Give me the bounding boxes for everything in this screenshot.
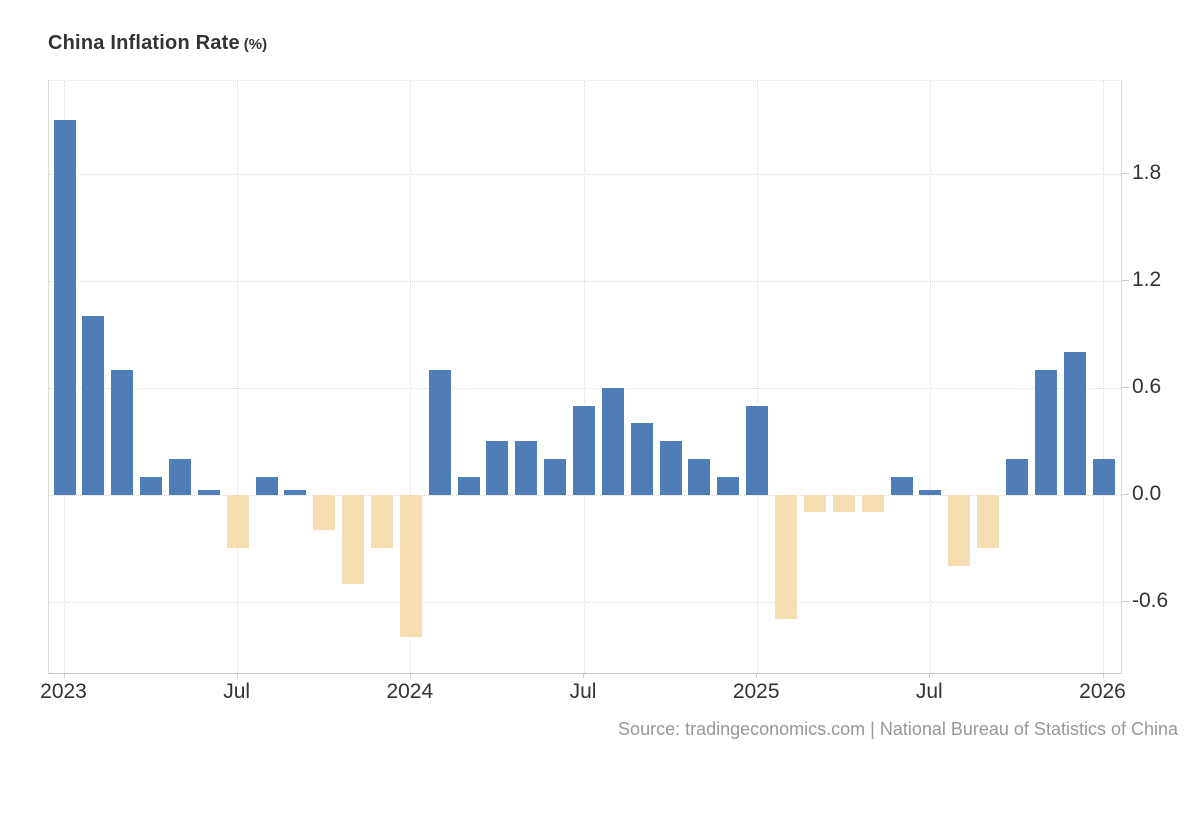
- y-tick-mark: [1121, 386, 1129, 388]
- bar-dec-2024[interactable]: [717, 476, 740, 495]
- x-tick-mark: [63, 673, 65, 678]
- x-tick-mark: [236, 673, 238, 678]
- source-attribution: Source: tradingeconomics.com | National …: [618, 719, 1178, 739]
- bar-nov-2023[interactable]: [342, 494, 365, 584]
- bar-jan-2026[interactable]: [1092, 459, 1115, 495]
- bar-apr-2023[interactable]: [140, 476, 163, 495]
- y-gridline: [49, 173, 1121, 175]
- x-gridline: [929, 81, 931, 673]
- y-tick-mark: [1121, 493, 1129, 495]
- bar-jan-2024[interactable]: [399, 494, 422, 638]
- chart-title: China Inflation Rate: [48, 32, 240, 54]
- bar-nov-2025[interactable]: [1034, 369, 1057, 495]
- chart-title-row: China Inflation Rate (%): [48, 32, 267, 55]
- x-tick-mark: [929, 673, 931, 678]
- x-tick-mark: [409, 673, 411, 678]
- bar-jun-2024[interactable]: [544, 459, 567, 495]
- x-gridline: [756, 81, 758, 673]
- bar-feb-2024[interactable]: [428, 369, 451, 495]
- chart-title-unit: (%): [243, 36, 268, 53]
- y-tick-mark: [1121, 172, 1129, 174]
- bar-mar-2025[interactable]: [803, 494, 826, 513]
- x-tick-mark: [1102, 673, 1104, 678]
- y-gridline: [49, 387, 1121, 389]
- bar-jan-2023[interactable]: [53, 120, 76, 495]
- bar-aug-2025[interactable]: [948, 494, 971, 566]
- bar-dec-2025[interactable]: [1063, 352, 1086, 495]
- bar-oct-2024[interactable]: [659, 441, 682, 495]
- y-tick-label: 1.2: [1132, 267, 1162, 291]
- y-tick-label: 1.8: [1132, 160, 1162, 184]
- bar-feb-2025[interactable]: [775, 494, 797, 620]
- bar-aug-2024[interactable]: [601, 387, 624, 495]
- bar-jul-2023[interactable]: [226, 494, 249, 549]
- x-gridline: [1103, 81, 1104, 673]
- bar-feb-2023[interactable]: [82, 316, 105, 495]
- bar-mar-2024[interactable]: [457, 476, 480, 495]
- x-gridline: [583, 81, 585, 673]
- bar-dec-2023[interactable]: [371, 494, 393, 549]
- bar-apr-2024[interactable]: [486, 441, 509, 495]
- bar-oct-2025[interactable]: [1005, 459, 1028, 495]
- x-gridline: [410, 81, 412, 673]
- bar-sep-2025[interactable]: [977, 494, 1000, 549]
- bar-may-2025[interactable]: [861, 494, 884, 513]
- y-gridline: [49, 494, 1121, 496]
- bar-mar-2023[interactable]: [111, 369, 134, 495]
- y-tick-mark: [1121, 600, 1129, 602]
- x-tick-label: 2024: [386, 680, 434, 703]
- bar-jun-2023[interactable]: [197, 489, 220, 495]
- plot-area: [48, 80, 1122, 674]
- x-gridline: [237, 81, 239, 673]
- y-gridline: [49, 280, 1121, 282]
- y-tick-label: -0.6: [1132, 588, 1169, 612]
- bar-jul-2025[interactable]: [919, 489, 942, 495]
- bar-oct-2023[interactable]: [313, 494, 336, 531]
- bar-sep-2023[interactable]: [284, 489, 307, 495]
- y-tick-label: 0.6: [1132, 374, 1162, 398]
- x-tick-mark: [756, 673, 758, 678]
- bar-jan-2025[interactable]: [746, 405, 769, 495]
- bar-jul-2024[interactable]: [573, 405, 595, 495]
- y-tick-mark: [1121, 279, 1129, 281]
- bar-apr-2025[interactable]: [832, 494, 855, 513]
- x-tick-label: 2026: [1079, 680, 1126, 703]
- bar-sep-2024[interactable]: [630, 423, 653, 495]
- y-tick-label: 0.0: [1132, 481, 1162, 505]
- x-tick-label: 2023: [40, 680, 87, 703]
- bar-may-2024[interactable]: [515, 441, 538, 495]
- x-tick-mark: [583, 673, 584, 678]
- y-gridline: [49, 601, 1121, 603]
- x-tick-label: Jul: [915, 680, 943, 703]
- x-tick-label: 2025: [732, 680, 780, 703]
- bar-may-2023[interactable]: [168, 459, 191, 495]
- x-tick-label: Jul: [223, 680, 251, 703]
- bar-aug-2023[interactable]: [255, 476, 278, 495]
- x-tick-label: Jul: [569, 680, 597, 703]
- bar-jun-2025[interactable]: [890, 476, 913, 495]
- bar-nov-2024[interactable]: [688, 459, 711, 495]
